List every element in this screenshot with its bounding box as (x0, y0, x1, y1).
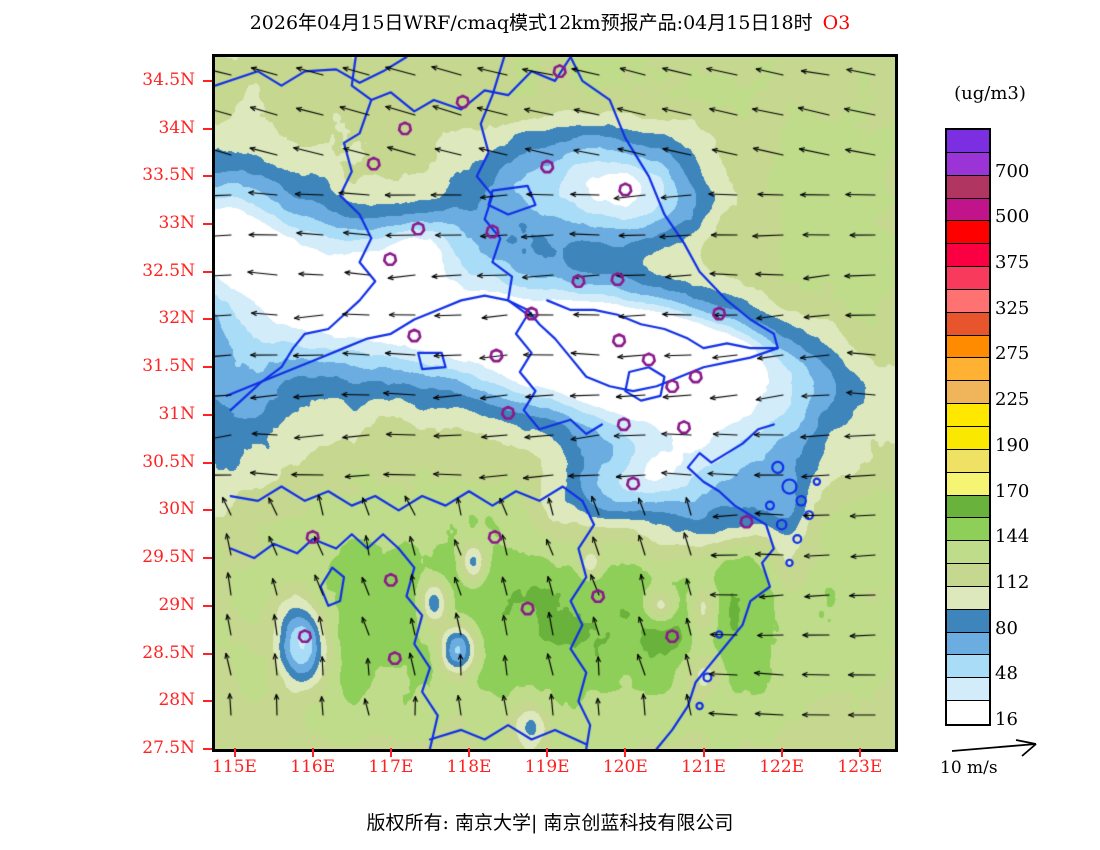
colorbar-band (947, 472, 989, 496)
wind-scale-arrow-icon (951, 739, 1037, 757)
lat-tick-mark (203, 413, 212, 416)
lat-tick-mark (203, 461, 212, 464)
colorbar-value-label: 80 (995, 617, 1018, 639)
lat-tick-label: 33.5N (142, 165, 195, 186)
colorbar-band (947, 312, 989, 336)
colorbar-band (947, 244, 989, 268)
colorbar-band (947, 289, 989, 313)
colorbar-band (947, 495, 989, 519)
lon-tick-mark (546, 748, 549, 757)
lon-tick-label: 115E (212, 757, 257, 777)
lat-tick-mark (203, 748, 212, 750)
lat-tick-label: 31N (158, 403, 195, 424)
colorbar-band (947, 609, 989, 633)
lat-tick-mark (203, 318, 212, 321)
lat-tick-label: 31.5N (142, 356, 195, 377)
lon-tick-label: 122E (759, 757, 805, 777)
lon-tick-mark (311, 748, 314, 757)
lat-tick-label: 27.5N (142, 738, 195, 758)
colorbar-value-label: 144 (995, 526, 1030, 548)
colorbar-band (947, 564, 989, 587)
colorbar-band (947, 541, 989, 565)
lat-tick-mark (203, 604, 212, 607)
lon-tick-mark (389, 748, 392, 757)
lon-tick-mark (858, 748, 861, 757)
lon-tick-mark (233, 748, 236, 757)
colorbar-band (947, 267, 989, 290)
lat-tick-label: 29N (158, 594, 195, 615)
lat-tick-label: 28N (158, 690, 195, 711)
lat-tick-mark (203, 652, 212, 655)
colorbar-band (947, 381, 989, 405)
colorbar-band (947, 518, 989, 542)
colorbar-value-label: 500 (995, 206, 1030, 228)
lat-tick-mark (203, 366, 212, 369)
colorbar-band (947, 175, 989, 199)
forecast-map-plot[interactable] (212, 54, 898, 752)
lon-tick-mark (702, 748, 705, 757)
species-label: O3 (822, 12, 851, 34)
lat-tick-label: 29.5N (142, 547, 195, 568)
colorbar-value-label: 375 (995, 252, 1030, 274)
lon-tick-mark (624, 748, 627, 757)
colorbar-band (947, 335, 989, 359)
copyright-footer: 版权所有: 南京大学| 南京创蓝科技有限公司 (366, 812, 734, 834)
lat-tick-mark (203, 79, 212, 82)
page-title: 2026年04月15日WRF/cmaq模式12km预报产品:04月15日18时 (249, 12, 813, 34)
colorbar-value-label: 112 (995, 571, 1030, 593)
colorbar-value-label: 16 (995, 709, 1018, 730)
colorbar-band (947, 198, 989, 222)
colorbar-band (947, 358, 989, 382)
colorbar-band (947, 426, 989, 450)
lon-tick-label: 118E (446, 757, 492, 777)
colorbar-band (947, 632, 989, 656)
colorbar-band (947, 404, 989, 427)
lon-tick-label: 116E (290, 757, 336, 777)
colorbar-value-label: 48 (995, 663, 1018, 685)
lat-tick-mark (203, 700, 212, 703)
colorbar-value-label: 325 (995, 297, 1030, 319)
lat-tick-mark (203, 509, 212, 512)
lon-tick-mark (780, 748, 783, 757)
colorbar-band (947, 586, 989, 610)
lat-tick-mark (203, 223, 212, 226)
colorbar-value-label: 190 (995, 434, 1030, 456)
wind-scale-label: 10 m/s (940, 758, 998, 778)
lat-tick-label: 34N (158, 117, 195, 138)
lat-tick-mark (203, 557, 212, 560)
colorbar-band (947, 655, 989, 679)
lat-tick-label: 33N (158, 213, 195, 234)
lon-tick-label: 123E (837, 757, 883, 777)
colorbar-band (947, 152, 989, 176)
lat-tick-mark (203, 270, 212, 273)
lon-tick-label: 117E (368, 757, 414, 777)
lat-tick-label: 30.5N (142, 451, 195, 472)
lat-tick-label: 32.5N (142, 260, 195, 281)
chart-title-bar: 2026年04月15日WRF/cmaq模式12km预报产品:04月15日18时 O… (0, 8, 1100, 35)
colorbar-band (947, 221, 989, 245)
lon-tick-label: 119E (524, 757, 570, 777)
lat-tick-label: 32N (158, 308, 195, 329)
colorbar-band (947, 678, 989, 702)
lon-tick-label: 120E (602, 757, 648, 777)
colorbar-value-label: 170 (995, 480, 1030, 502)
colorbar-band (947, 701, 989, 724)
lon-tick-label: 121E (681, 757, 726, 777)
lon-tick-mark (468, 748, 471, 757)
colorbar-value-label: 225 (995, 389, 1030, 411)
colorbar-value-label: 275 (995, 343, 1030, 365)
o3-concentration-heatmap (215, 57, 895, 749)
lat-tick-mark (203, 127, 212, 130)
colorbar-units-label: (ug/m3) (954, 83, 1026, 104)
colorbar-band (947, 449, 989, 473)
lat-tick-label: 28.5N (142, 642, 195, 663)
o3-colorbar[interactable] (945, 128, 991, 726)
wind-scale-legend: 10 m/s (940, 738, 1080, 778)
lat-tick-mark (203, 175, 212, 178)
colorbar-value-label: 700 (995, 160, 1030, 182)
lat-tick-label: 30N (158, 499, 195, 520)
lat-tick-label: 34.5N (142, 69, 195, 90)
colorbar-band (947, 130, 989, 153)
